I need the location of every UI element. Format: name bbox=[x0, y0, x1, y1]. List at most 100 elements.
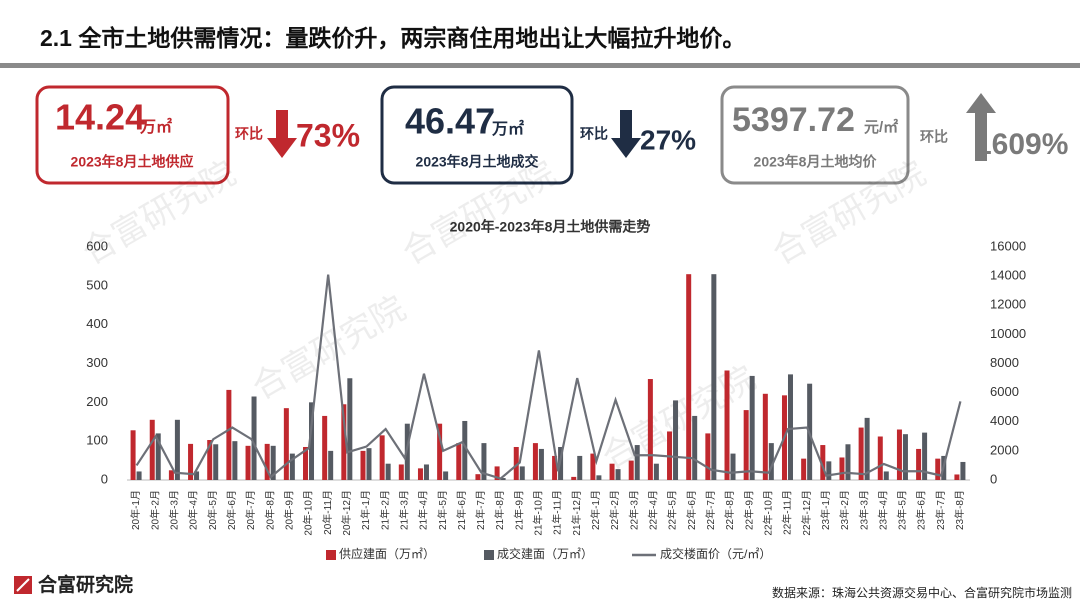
bar bbox=[366, 448, 372, 480]
kpi-unit: 万㎡ bbox=[491, 119, 524, 138]
watermark: 合富研究院 bbox=[396, 154, 562, 272]
bar bbox=[705, 433, 711, 480]
bar bbox=[385, 463, 391, 480]
bar bbox=[596, 475, 602, 480]
bar bbox=[762, 393, 768, 480]
x-tick-label: 23年-7月 bbox=[934, 490, 947, 530]
legend-label: 供应建面（万㎡） bbox=[339, 546, 435, 561]
x-tick-label: 21年-5月 bbox=[436, 490, 449, 530]
y2-tick-label: 16000 bbox=[990, 238, 1026, 253]
x-tick-label: 20年-2月 bbox=[148, 490, 161, 530]
bar bbox=[289, 453, 295, 480]
bar bbox=[423, 464, 429, 480]
bar bbox=[456, 443, 462, 480]
x-tick-label: 22年-8月 bbox=[723, 490, 736, 530]
bar bbox=[743, 410, 749, 480]
kpi-ratio-label: 环比 bbox=[235, 126, 263, 142]
bar bbox=[309, 402, 315, 480]
bar bbox=[826, 461, 832, 480]
x-tick-label: 23年-4月 bbox=[876, 490, 889, 530]
legend-label: 成交建面（万㎡） bbox=[497, 546, 593, 561]
x-tick-label: 22年-1月 bbox=[589, 490, 602, 530]
x-tick-label: 23年-5月 bbox=[896, 490, 909, 530]
bar bbox=[571, 476, 577, 480]
x-tick-label: 20年-6月 bbox=[225, 490, 238, 530]
x-tick-label: 20年-4月 bbox=[187, 490, 200, 530]
x-tick-label: 22年-10月 bbox=[761, 490, 774, 536]
x-tick-label: 21年-9月 bbox=[512, 490, 525, 530]
bar bbox=[673, 400, 679, 480]
x-tick-label: 21年-12月 bbox=[570, 490, 583, 536]
bar bbox=[634, 445, 640, 480]
bar bbox=[954, 474, 960, 480]
bar bbox=[149, 419, 155, 480]
legend-swatch bbox=[326, 550, 336, 560]
x-tick-label: 22年-9月 bbox=[742, 490, 755, 530]
bar bbox=[322, 415, 328, 480]
bar bbox=[858, 427, 864, 480]
y2-tick-label: 10000 bbox=[990, 326, 1026, 341]
bar bbox=[768, 443, 774, 480]
bar bbox=[896, 429, 902, 480]
bar bbox=[232, 441, 238, 480]
kpi-box bbox=[35, 85, 230, 185]
bar bbox=[820, 445, 826, 480]
bar bbox=[577, 455, 583, 480]
x-tick-label: 20年-9月 bbox=[282, 490, 295, 530]
bar bbox=[168, 470, 174, 480]
y-tick-label: 400 bbox=[86, 316, 108, 331]
x-tick-label: 20年-12月 bbox=[340, 490, 353, 536]
bar bbox=[922, 432, 928, 480]
kpi-change: 1609% bbox=[975, 128, 1068, 161]
x-tick-label: 23年-3月 bbox=[857, 490, 870, 530]
y2-tick-label: 12000 bbox=[990, 297, 1026, 312]
bar bbox=[481, 443, 487, 480]
y-tick-label: 100 bbox=[86, 433, 108, 448]
x-tick-label: 20年-8月 bbox=[263, 490, 276, 530]
bar bbox=[609, 463, 615, 480]
kpi-label: 2023年8月土地成交 bbox=[416, 154, 539, 170]
x-tick-label: 20年-5月 bbox=[206, 490, 219, 530]
bar bbox=[417, 468, 423, 480]
y2-tick-label: 0 bbox=[990, 471, 997, 486]
bar bbox=[513, 446, 519, 480]
bar bbox=[155, 433, 161, 480]
watermark: 合富研究院 bbox=[246, 289, 412, 407]
y2-tick-label: 8000 bbox=[990, 355, 1019, 370]
x-tick-label: 21年-11月 bbox=[551, 490, 564, 535]
bar bbox=[475, 474, 481, 480]
x-tick-label: 22年-12月 bbox=[800, 490, 813, 536]
chart-title: 2020年-2023年8月土地供需走势 bbox=[450, 219, 651, 235]
y2-tick-label: 4000 bbox=[990, 413, 1019, 428]
y-tick-label: 500 bbox=[86, 277, 108, 292]
down-arrow bbox=[611, 110, 641, 158]
kpi-change: 73% bbox=[296, 117, 360, 153]
kpi-box bbox=[720, 85, 910, 185]
x-tick-label: 21年-3月 bbox=[397, 490, 410, 530]
bar bbox=[136, 471, 142, 480]
bar bbox=[264, 443, 270, 480]
bar bbox=[462, 420, 468, 480]
bar bbox=[328, 450, 334, 480]
bar bbox=[653, 463, 659, 480]
x-tick-label: 21年-7月 bbox=[474, 490, 487, 530]
title-rule bbox=[0, 63, 1080, 68]
x-tick-label: 22年-2月 bbox=[608, 490, 621, 530]
bar bbox=[628, 460, 634, 480]
x-tick-label: 23年-2月 bbox=[838, 490, 851, 530]
watermark: 合富研究院 bbox=[76, 154, 242, 272]
bar bbox=[188, 443, 194, 480]
bar bbox=[552, 455, 558, 480]
kpi-label: 2023年8月土地均价 bbox=[754, 154, 878, 170]
bar bbox=[174, 419, 180, 480]
bar bbox=[538, 448, 544, 480]
x-tick-label: 22年-5月 bbox=[666, 490, 679, 530]
bar bbox=[692, 415, 698, 480]
bar bbox=[347, 378, 353, 480]
kpi-change: 27% bbox=[640, 124, 696, 155]
up-arrow bbox=[966, 93, 996, 161]
bar bbox=[130, 430, 136, 480]
kpi-label: 2023年8月土地供应 bbox=[71, 154, 194, 170]
logo-icon-stroke bbox=[16, 578, 30, 592]
